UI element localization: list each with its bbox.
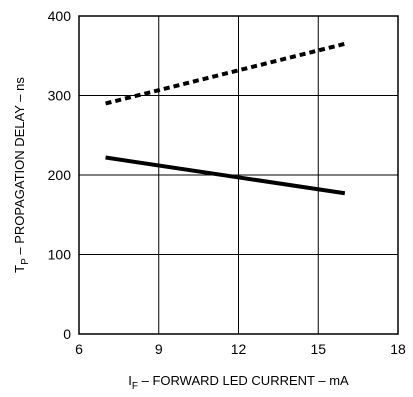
dashed-series-line [105,41,346,106]
y-tick-label: 200 [48,167,72,183]
y-tick-labels: 0 100 200 300 400 [48,8,72,342]
x-tick-label: 18 [390,341,406,357]
x-tick-label: 9 [155,341,163,357]
y-tick-label: 100 [48,247,72,263]
grid [79,16,398,334]
x-axis-label-sub: F [132,381,138,392]
y-tick-label: 400 [48,8,72,24]
solid-series-line [105,155,346,196]
x-tick-label: 12 [231,341,247,357]
y-axis-label-rest: – PROPAGATION DELAY – ns [12,77,27,259]
y-tick-label: 300 [48,88,72,104]
x-tick-labels: 6 9 12 15 18 [75,341,406,357]
x-tick-label: 15 [310,341,326,357]
y-axis-label-main: T [12,265,27,273]
x-axis-label: IF – FORWARD LED CURRENT – mA [128,373,349,392]
y-axis-label: TP – PROPAGATION DELAY – ns [12,77,31,273]
y-tick-label: 0 [63,326,71,342]
x-axis-label-main: I [128,373,132,388]
plot-frame [78,15,399,335]
y-axis-label-sub: P [20,258,31,265]
x-axis-label-rest: – FORWARD LED CURRENT – mA [138,373,349,388]
x-tick-label: 6 [75,341,83,357]
series-group [105,41,346,196]
